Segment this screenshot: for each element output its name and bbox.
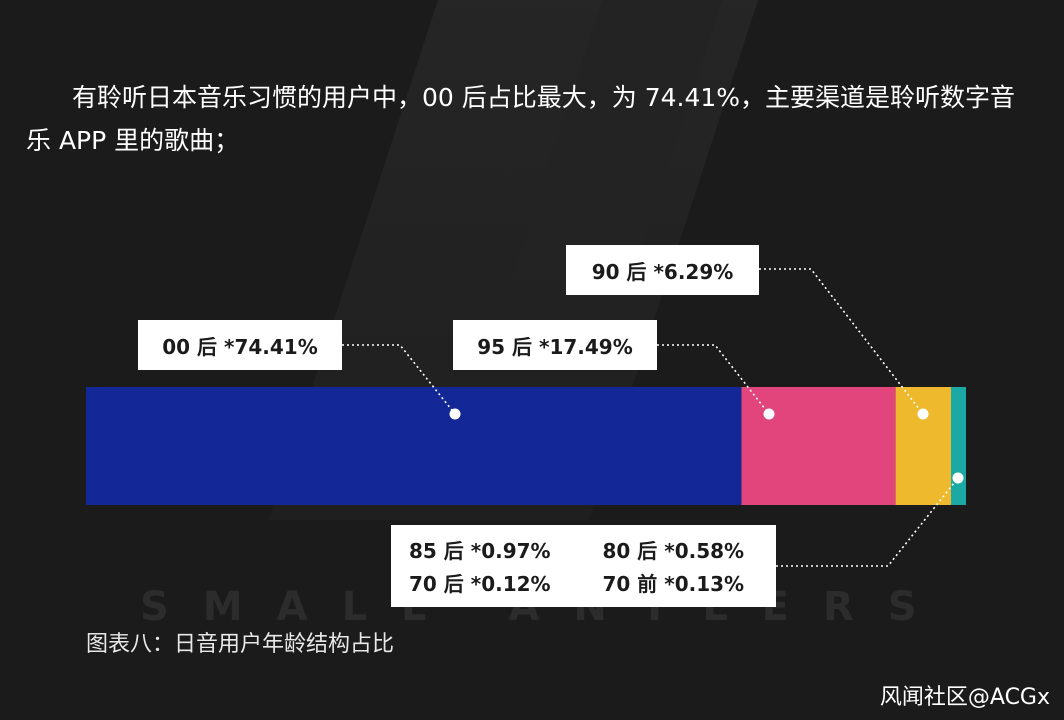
label-95-box: 95 后 *17.49% [453, 320, 657, 370]
chart-caption: 图表八：日音用户年龄结构占比 [86, 632, 395, 657]
bar-segment-95 [741, 387, 896, 505]
leader-dot-00 [449, 408, 461, 420]
label-85: 85 后 *0.97% [409, 539, 551, 563]
leader-line-95 [657, 344, 770, 415]
bar-segment-older [951, 387, 966, 505]
bar-segment-00 [86, 387, 742, 505]
label-90-box: 90 后 *6.29% [566, 245, 759, 295]
label-90: 90 后 *6.29% [591, 259, 734, 284]
label-small-groups-box: 85 后 *0.97% 80 后 *0.58% 70 后 *0.12% 70 前… [391, 525, 776, 607]
headline-text: 有聆听日本音乐习惯的用户中，00 后占比最大，为 74.41%，主要渠道是聆听数… [26, 83, 1016, 155]
label-70: 70 后 *0.12% [409, 572, 551, 596]
leader-dot-95 [763, 408, 775, 420]
leader-line-90 [759, 268, 924, 415]
bar-segment-90 [895, 387, 951, 505]
leader-line-older [776, 477, 959, 567]
label-00-box: 00 后 *74.41% [138, 320, 342, 370]
leader-dot-older [952, 472, 964, 484]
label-70-before: 70 前 *0.13% [602, 572, 745, 596]
leader-dot-90 [917, 408, 929, 420]
label-95: 95 后 *17.49% [477, 334, 633, 359]
label-00: 00 后 *74.41% [162, 334, 318, 359]
leader-line-00 [342, 344, 456, 415]
source-credit: 风闻社区@ACGx [879, 685, 1050, 710]
label-80: 80 后 *0.58% [602, 539, 745, 563]
